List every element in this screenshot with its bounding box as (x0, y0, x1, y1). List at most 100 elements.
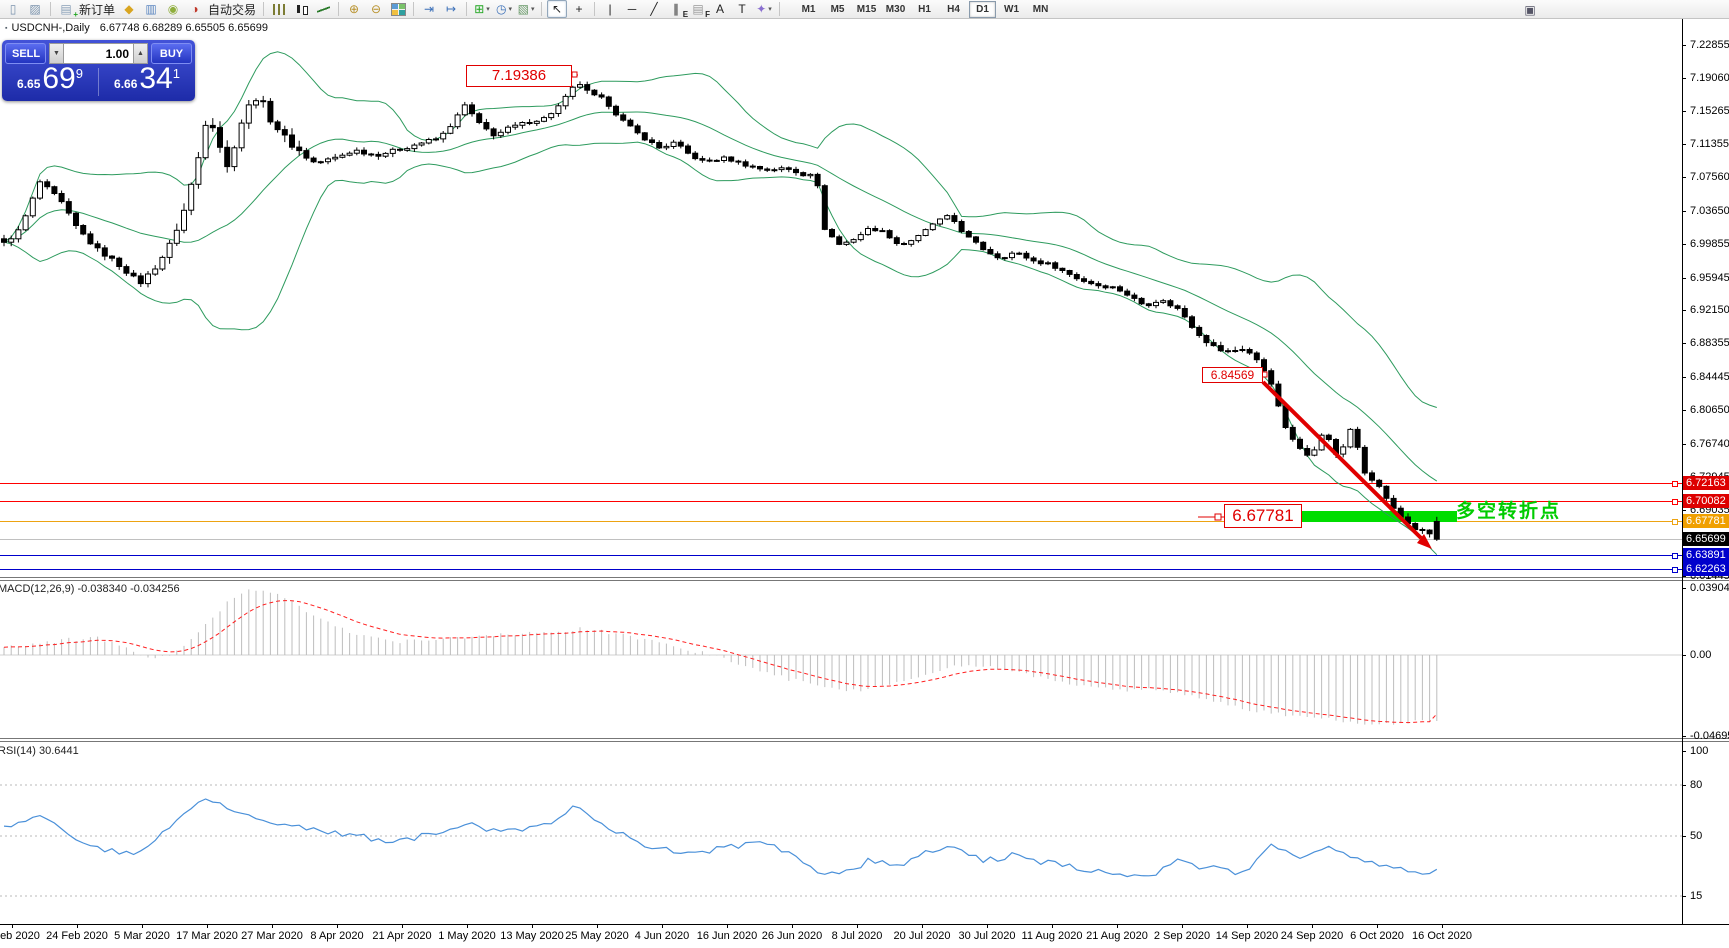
scale-tick (1682, 410, 1686, 411)
date-tick (1312, 924, 1313, 928)
horizontal-level-line-6.65699[interactable] (0, 539, 1682, 540)
horizontal-level-line-6.70082[interactable] (0, 501, 1682, 502)
macd-pane[interactable] (0, 581, 1682, 738)
panel-marker-icon[interactable]: ▪ (5, 25, 8, 32)
time-scale[interactable]: 2 Feb 2020 24 Feb 2020 5 Mar 2020 17 Mar 20… (0, 924, 1729, 948)
timeframe-button-mn[interactable]: MN (1032, 3, 1049, 15)
buy-price[interactable]: 6.66341 (99, 64, 195, 99)
fullscreen-icon[interactable]: ▣ (1524, 3, 1536, 17)
timeframe-button-d1[interactable]: D1 (969, 0, 997, 18)
volume-input[interactable] (64, 43, 133, 64)
horizontal-level-line-6.72163[interactable] (0, 483, 1682, 484)
autotrading-icon[interactable]: ◑ (191, 2, 199, 16)
date-tick (727, 924, 728, 928)
history-center-icon[interactable]: ◆ (124, 2, 134, 16)
toolbar-separator (594, 2, 596, 16)
chart-window-icon[interactable]: ▯ (9, 2, 17, 16)
level-anchor-square[interactable] (1672, 499, 1678, 505)
pane-separator-rsi[interactable] (0, 738, 1729, 742)
volume-increase-button[interactable]: ▲ (133, 43, 148, 64)
new-order-icon[interactable]: ▤ + (60, 2, 78, 19)
equidistant-channel-icon[interactable]: ∥ E (673, 2, 689, 19)
macd-signal-line (3, 600, 1438, 724)
candlestick-chart-icon[interactable] (291, 0, 311, 18)
volume-decrease-button[interactable]: ▼ (49, 43, 64, 64)
scale-tick (1682, 45, 1686, 46)
price-tick-label: 6.80650 (1690, 404, 1729, 416)
toolbar-separator (50, 2, 51, 16)
scale-tick (1682, 278, 1686, 279)
auto-scroll-icon[interactable]: ⇥ (424, 2, 435, 16)
buy-button[interactable]: BUY (151, 43, 192, 64)
print-preview-icon[interactable]: ▨ (29, 2, 41, 16)
scale-tick (1682, 144, 1686, 145)
line-chart-icon[interactable] (313, 0, 333, 18)
tile-windows-icon[interactable] (388, 0, 408, 18)
autotrading-icon-label[interactable]: 自动交易 (208, 2, 257, 17)
new-order-icon-label[interactable]: 新订单 (79, 2, 116, 17)
timeframe-button-m15[interactable]: M15 (856, 3, 877, 15)
vertical-line-icon[interactable]: | (608, 2, 612, 16)
fibonacci-icon[interactable]: ▤ F (692, 2, 711, 19)
timeframe-button-m1[interactable]: M1 (801, 3, 816, 15)
timeframe-button-h1[interactable]: H1 (918, 3, 931, 15)
chart-shift-icon[interactable]: ↦ (446, 2, 457, 16)
cursor-icon[interactable]: ↖ (547, 0, 568, 18)
bar-chart-icon[interactable] (269, 0, 289, 18)
scale-tick (1682, 576, 1686, 577)
indicators-icon[interactable]: ⊞ ▾ (474, 2, 490, 16)
terminal-icon[interactable]: ▥ (145, 2, 157, 16)
horizontal-level-line-6.63891[interactable] (0, 555, 1682, 556)
scale-tick (1682, 655, 1686, 656)
price-label-support[interactable]: 6.67781 (1224, 504, 1302, 528)
rsi-scale-label: 50 (1690, 830, 1703, 842)
price-scale-frame (1682, 19, 1683, 925)
level-anchor-square[interactable] (1672, 481, 1678, 487)
rsi-line (3, 798, 1438, 878)
price-tick-label: 7.07560 (1690, 171, 1729, 183)
price-scale[interactable]: 7.22855 7.19060 7.15265 7.11355 7.07560 7.036… (1682, 19, 1729, 925)
annotation-note-text[interactable]: 多空转折点 (1456, 501, 1562, 522)
horizontal-line-icon[interactable]: ─ (627, 2, 637, 16)
level-anchor-square[interactable] (1672, 519, 1678, 525)
scale-tick (1682, 211, 1686, 212)
timeframe-button-m5[interactable]: M5 (830, 3, 845, 15)
candles-series[interactable] (1, 81, 1440, 541)
toolbar-separator (263, 2, 265, 16)
toolbar-separator (466, 2, 468, 16)
date-tick (1052, 924, 1053, 928)
price-label-peak[interactable]: 7.19386 (466, 65, 572, 87)
timeframe-button-h4[interactable]: H4 (947, 3, 960, 15)
level-anchor-square[interactable] (1672, 567, 1678, 573)
scale-tick (1682, 444, 1686, 445)
scale-tick (1682, 343, 1686, 344)
toolbar: ▯ ▨ ▤ + 新订单 ◆ ▥ ◉ ◑ 自动交易 ⊕ ⊖ ⇥ ↦ ⊞ ▾ ◷ ▾ ▧ ▾ ↖ + | ─ ╱ ∥ E ▤ F A T ✦ ▾ M1… (0, 0, 1729, 19)
timeframe-button-m30[interactable]: M30 (885, 3, 906, 15)
label-icon[interactable]: T (738, 2, 746, 16)
date-label: 6 Oct 2020 (1350, 930, 1404, 942)
price-label-swing[interactable]: 6.84569 (1202, 367, 1263, 383)
crosshair-icon[interactable]: + (575, 2, 583, 16)
horizontal-level-line-6.67781[interactable] (0, 521, 1682, 522)
sell-button[interactable]: SELL (5, 43, 46, 64)
trendline-icon[interactable]: ╱ (650, 2, 658, 16)
zoom-in-icon[interactable]: ⊕ (349, 2, 360, 16)
signals-icon[interactable]: ◉ (167, 2, 179, 16)
level-anchor-square[interactable] (1672, 553, 1678, 559)
periods-icon[interactable]: ◷ ▾ (496, 2, 513, 16)
buy-price-small: 6.66 (114, 77, 138, 91)
pane-separator-macd[interactable] (0, 577, 1729, 581)
toolbar-separator (413, 2, 415, 16)
price-chart-canvas[interactable] (0, 19, 1682, 577)
price-level-box-6.63891: 6.63891 (1683, 548, 1729, 562)
zoom-out-icon[interactable]: ⊖ (371, 2, 382, 16)
price-tick-label: 6.84445 (1690, 371, 1729, 383)
text-icon[interactable]: A (716, 2, 725, 16)
sell-price[interactable]: 6.65699 (2, 64, 98, 99)
templates-icon[interactable]: ▧ ▾ (517, 2, 535, 16)
buy-price-big: 34 (139, 62, 173, 95)
horizontal-level-line-6.62263[interactable] (0, 569, 1682, 570)
rsi-pane[interactable] (0, 742, 1682, 924)
arrows-icon[interactable]: ✦ ▾ (756, 2, 772, 16)
timeframe-button-w1[interactable]: W1 (1004, 3, 1020, 15)
